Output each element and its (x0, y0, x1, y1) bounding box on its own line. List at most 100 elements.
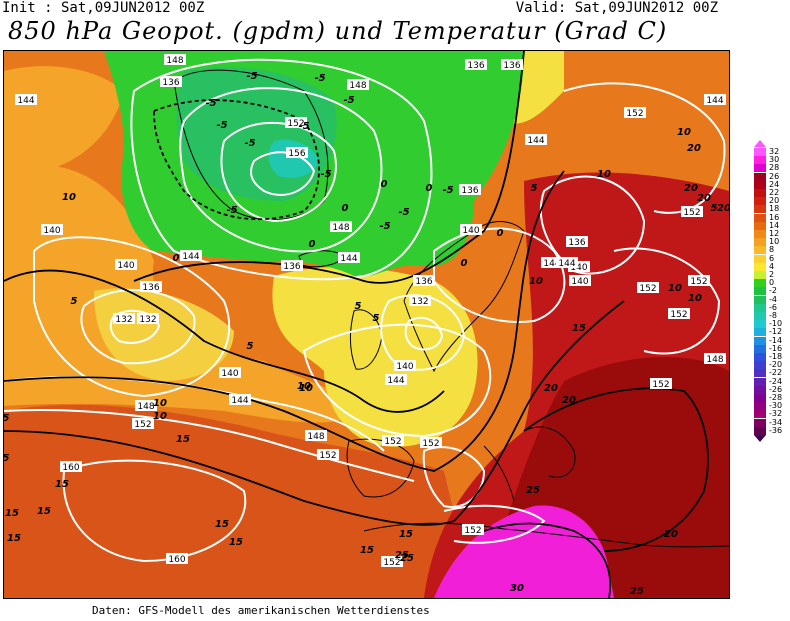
gp-label-136-d: 136 (459, 184, 481, 196)
legend-swatch (754, 262, 766, 271)
t-label-5-4: 5 (373, 313, 380, 324)
legend-entry: 10 (751, 237, 790, 247)
t-label-10-2: 10 (299, 383, 313, 394)
legend-entry: 32 (751, 147, 790, 156)
contour-144-greenland (179, 87, 383, 253)
legend-top-arrow (754, 140, 766, 147)
gp-label-152-i: 152 (650, 378, 672, 390)
gp-label-148-f: 148 (704, 353, 726, 365)
legend-label: -18 (769, 352, 783, 361)
gp-label-136-g: 136 (413, 275, 435, 287)
gp-label-148-e: 148 (330, 221, 352, 233)
gp-label-132-b: 132 (409, 295, 431, 307)
t-label-10-6: 10 (668, 283, 682, 294)
svg-text:152: 152 (639, 284, 656, 294)
legend-swatch (754, 279, 766, 288)
coast-balkans (523, 426, 576, 478)
gp-label-136-e: 136 (281, 260, 303, 272)
legend-label: 14 (769, 220, 780, 230)
svg-text:144: 144 (527, 136, 544, 146)
t-label-15-9: 15 (399, 529, 413, 540)
coast-africa (363, 522, 729, 548)
legend-label: 30 (769, 155, 780, 165)
gp-label-152-j: 152 (420, 437, 442, 449)
gp-label-140-d: 140 (394, 360, 416, 372)
data-credit: Daten: GFS-Modell des amerikanischen Wet… (92, 604, 430, 617)
legend-label: -2 (769, 286, 777, 296)
svg-text:132: 132 (115, 315, 132, 325)
gp-label-140-e: 140 (115, 259, 137, 271)
t-label-neg5-1: -5 (246, 71, 257, 82)
chart-title: 850 hPa Geopot. (gpdm) und Temperatur (G… (8, 17, 668, 45)
gp-label-136-f: 136 (140, 281, 162, 293)
contour-148-greenland (220, 121, 337, 223)
coast-british-isles (350, 309, 383, 370)
t-label-neg5-12: -5 (379, 221, 390, 232)
legend-entry: -34 (751, 417, 790, 427)
legend-entry: 26 (751, 171, 790, 181)
legend-entry: 28 (751, 163, 790, 173)
t-label-15-10: 15 (37, 506, 51, 517)
legend-swatch (754, 238, 766, 247)
gp-label-140-f: 140 (569, 275, 591, 287)
legend-entry: -2 (751, 286, 790, 296)
legend-label: -16 (769, 343, 783, 353)
legend-label: 8 (769, 245, 775, 255)
gp-label-144-g: 144 (541, 257, 563, 269)
legend-entry: -18 (751, 352, 790, 361)
svg-text:148: 148 (307, 432, 324, 442)
legend-label: -34 (769, 417, 783, 427)
coast-italy (483, 445, 515, 502)
temp-field-light-orange-atlantic (4, 165, 364, 423)
svg-text:148: 148 (166, 56, 183, 66)
svg-text:144: 144 (231, 396, 248, 406)
svg-text:132: 132 (139, 315, 156, 325)
svg-text:152: 152 (384, 437, 401, 447)
t-label-neg5-10: -5 (398, 207, 409, 218)
legend-swatch (754, 189, 766, 197)
gp-label-136-b: 136 (465, 59, 487, 71)
legend-entry: -12 (751, 327, 790, 337)
legend-entry: -8 (751, 311, 790, 320)
t-label-5-6: 5 (4, 453, 10, 464)
svg-text:136: 136 (283, 262, 300, 272)
svg-text:148: 148 (332, 223, 349, 233)
t-label-neg5-11: -5 (442, 185, 453, 196)
contour-132-atlantic (109, 309, 161, 344)
legend-entry: 6 (751, 254, 790, 263)
legend-label: 26 (769, 171, 780, 181)
t-label-15-2: 15 (5, 508, 19, 519)
legend-swatch (754, 221, 766, 230)
legend-entry: 4 (751, 262, 790, 271)
svg-text:144: 144 (17, 96, 34, 106)
legend-entry: 8 (751, 245, 790, 255)
t-label-5-2: 5 (247, 341, 254, 352)
gp-label-144-i: 144 (556, 257, 578, 269)
svg-text:136: 136 (461, 186, 478, 196)
contour-136-east (539, 175, 646, 275)
t-label-20-7: 20 (697, 193, 711, 204)
gp-label-136-h: 136 (566, 236, 588, 248)
gp-label-144-a: 144 (15, 94, 37, 106)
t-label-20-3: 20 (684, 183, 698, 194)
gp-label-148-d: 148 (305, 430, 327, 442)
legend-swatch (754, 353, 766, 361)
legend-label: -8 (769, 311, 777, 320)
legend-entry: 14 (751, 220, 790, 230)
gp-label-132-c: 132 (113, 313, 135, 325)
init-time: Init : Sat,09JUN2012 00Z (2, 0, 205, 16)
gp-label-136-a: 136 (160, 76, 182, 88)
legend-label: -20 (769, 360, 783, 370)
legend-label: 0 (769, 278, 775, 288)
gp-label-144-b: 144 (704, 94, 726, 106)
contour-152-east (613, 247, 721, 355)
legend-label: -26 (769, 384, 783, 394)
gp-label-152-g: 152 (381, 556, 403, 568)
gp-label-132-a: 132 (137, 313, 159, 325)
svg-text:152: 152 (652, 380, 669, 390)
svg-text:152: 152 (626, 109, 643, 119)
contour-152-west (4, 409, 415, 482)
legend-entry: -28 (751, 393, 790, 402)
legend-swatch (754, 197, 766, 206)
gp-label-156: 156 (286, 147, 308, 159)
